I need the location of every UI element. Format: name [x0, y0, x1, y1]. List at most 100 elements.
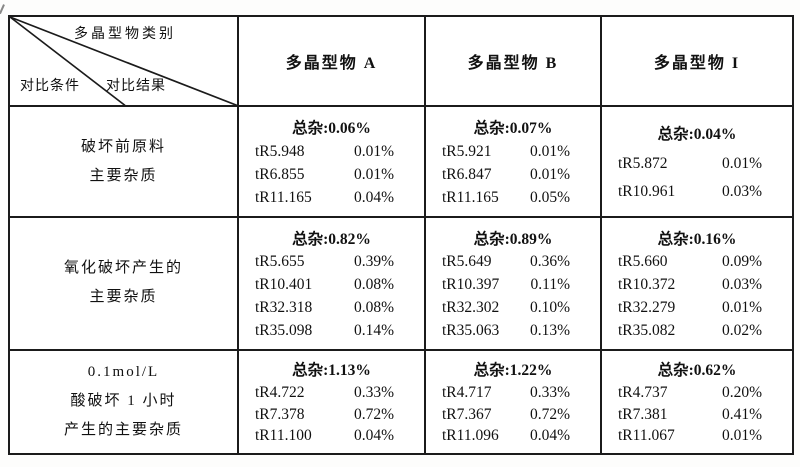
retention-time: tR7.378 [255, 405, 305, 423]
retention-time: tR7.381 [618, 405, 668, 423]
row-label-line: 破坏前原料 [80, 138, 166, 155]
impurity-percent: 0.01% [721, 154, 762, 172]
impurity-percent: 0.11% [530, 276, 570, 294]
total-impurity-value: 总杂:0.62% [657, 362, 737, 380]
retention-time: tR10.372 [618, 276, 676, 294]
data-cell-r3-b: 总杂:1.22% tR4.717 0.33% tR7.367 0.72% tR11.… [424, 348, 602, 455]
data-cell-r1-b: 总杂:0.07% tR5.921 0.01% tR6.847 0.01% tR11.… [424, 105, 602, 218]
total-impurity-value: 总杂:1.13% [292, 362, 371, 380]
retention-time: tR11.165 [255, 188, 312, 206]
impurity-percent: 0.01% [353, 166, 394, 184]
total-impurity-value: 总杂:0.16% [657, 230, 737, 248]
impurity-percent: 0.04% [353, 427, 394, 445]
impurity-line: tR32.318 0.08% [239, 299, 424, 317]
impurity-percent: 0.41% [721, 405, 762, 423]
retention-time: tR10.961 [618, 183, 676, 201]
impurity-line: tR32.302 0.10% [426, 299, 600, 317]
row-label-before-destruction: 破坏前原料 主要杂质 [8, 105, 239, 218]
impurity-line: tR32.279 0.01% [602, 299, 792, 317]
retention-time: tR5.649 [442, 253, 492, 271]
impurity-line: tR6.847 0.01% [426, 166, 600, 184]
retention-time: tR5.872 [618, 154, 668, 172]
impurity-line: tR35.098 0.14% [239, 322, 424, 340]
impurity-percent: 0.04% [529, 427, 570, 445]
row-label-line: 主要杂质 [89, 167, 158, 184]
impurity-percent: 0.09% [721, 253, 762, 271]
data-cell-r2-b: 总杂:0.89% tR5.649 0.36% tR10.397 0.11% tR32… [424, 215, 602, 351]
retention-time: tR11.096 [442, 427, 499, 445]
impurity-percent: 0.01% [529, 166, 570, 184]
data-cell-r1-a: 总杂:0.06% tR5.948 0.01% tR6.855 0.01% tR11.… [237, 105, 426, 218]
retention-time: tR11.067 [618, 427, 675, 445]
retention-time: tR5.660 [618, 253, 668, 271]
retention-time: tR32.318 [255, 298, 313, 316]
retention-time: tR5.948 [255, 143, 305, 161]
impurity-percent: 0.01% [529, 143, 570, 161]
retention-time: tR35.082 [618, 321, 676, 339]
impurity-line: tR5.872 0.01% [602, 155, 792, 173]
total-impurity-value: 总杂:0.04% [657, 126, 737, 144]
retention-time: tR7.367 [442, 405, 492, 423]
impurity-percent: 0.04% [353, 188, 394, 206]
impurity-percent: 0.36% [529, 253, 570, 271]
row-label-line: 酸破坏 1 小时 [70, 393, 177, 410]
impurity-percent: 0.33% [353, 383, 394, 401]
data-cell-r1-i: 总杂:0.04% tR5.872 0.01% tR10.961 0.03% [600, 105, 794, 218]
scan-artifact [0, 4, 5, 14]
impurity-line: tR35.082 0.02% [602, 322, 792, 340]
row-label-oxidative-destruction: 氧化破坏产生的 主要杂质 [8, 215, 239, 351]
retention-time: tR6.847 [442, 166, 492, 184]
impurity-line: tR5.921 0.01% [426, 143, 600, 161]
corner-condition-label: 对比条件 [20, 79, 80, 94]
retention-time: tR35.063 [442, 321, 500, 339]
total-impurity-value: 总杂:0.89% [473, 230, 553, 248]
row-label-line: 产生的主要杂质 [63, 422, 183, 439]
row-label-line: 0.1mol/L [87, 364, 160, 381]
impurity-line: tR11.165 0.05% [426, 189, 600, 207]
impurity-line: tR11.165 0.04% [239, 189, 424, 207]
total-impurity-value: 总杂:0.82% [292, 230, 371, 248]
total-impurity-value: 总杂:0.07% [473, 120, 553, 138]
column-header-polymorph-b: 多晶型物 B [424, 14, 602, 108]
data-cell-r2-a: 总杂:0.82% tR5.655 0.39% tR10.401 0.08% tR32… [237, 215, 426, 351]
impurity-percent: 0.08% [353, 298, 394, 316]
impurity-line: tR7.367 0.72% [426, 406, 600, 424]
impurity-line: tR4.722 0.33% [239, 384, 424, 402]
impurity-line: tR5.948 0.01% [239, 143, 424, 161]
header-row: 多晶型物类别 对比条件 对比结果 多晶型物 A 多晶型物 B 多晶型物 I [8, 14, 794, 108]
retention-time: tR32.302 [442, 298, 500, 316]
row-label-acid-destruction: 0.1mol/L 酸破坏 1 小时 产生的主要杂质 [8, 348, 239, 455]
impurity-percent: 0.08% [353, 276, 394, 294]
impurity-percent: 0.13% [529, 321, 570, 339]
impurity-percent: 0.33% [529, 383, 570, 401]
retention-time: tR10.397 [442, 276, 500, 294]
impurity-line: tR5.649 0.36% [426, 253, 600, 271]
corner-category-label: 多晶型物类别 [74, 27, 176, 42]
row-label-line: 主要杂质 [89, 289, 158, 306]
impurity-line: tR35.063 0.13% [426, 322, 600, 340]
retention-time: tR4.737 [618, 383, 668, 401]
polymorph-comparison-table: 多晶型物类别 对比条件 对比结果 多晶型物 A 多晶型物 B 多晶型物 I 破坏… [8, 14, 794, 455]
diagonal-divider-lines [10, 17, 237, 106]
column-header-polymorph-i: 多晶型物 I [600, 14, 794, 108]
impurity-percent: 0.39% [353, 253, 394, 271]
impurity-percent: 0.01% [353, 143, 394, 161]
impurity-line: tR11.067 0.01% [602, 427, 792, 445]
corner-header-cell: 多晶型物类别 对比条件 对比结果 [8, 14, 239, 108]
retention-time: tR35.098 [255, 321, 313, 339]
corner-result-label: 对比结果 [106, 79, 166, 94]
table-row: 破坏前原料 主要杂质 总杂:0.06% tR5.948 0.01% tR6.855… [8, 105, 794, 218]
retention-time: tR5.655 [255, 253, 305, 271]
impurity-line: tR10.397 0.11% [426, 276, 600, 294]
impurity-percent: 0.03% [721, 276, 762, 294]
impurity-line: tR10.961 0.03% [602, 183, 792, 201]
retention-time: tR4.717 [442, 383, 492, 401]
impurity-percent: 0.10% [529, 298, 570, 316]
table-row: 氧化破坏产生的 主要杂质 总杂:0.82% tR5.655 0.39% tR10.… [8, 215, 794, 351]
impurity-percent: 0.01% [721, 427, 762, 445]
impurity-percent: 0.72% [529, 405, 570, 423]
data-cell-r3-i: 总杂:0.62% tR4.737 0.20% tR7.381 0.41% tR11.… [600, 348, 794, 455]
data-cell-r2-i: 总杂:0.16% tR5.660 0.09% tR10.372 0.03% tR32… [600, 215, 794, 351]
retention-time: tR11.165 [442, 188, 499, 206]
impurity-line: tR4.717 0.33% [426, 384, 600, 402]
